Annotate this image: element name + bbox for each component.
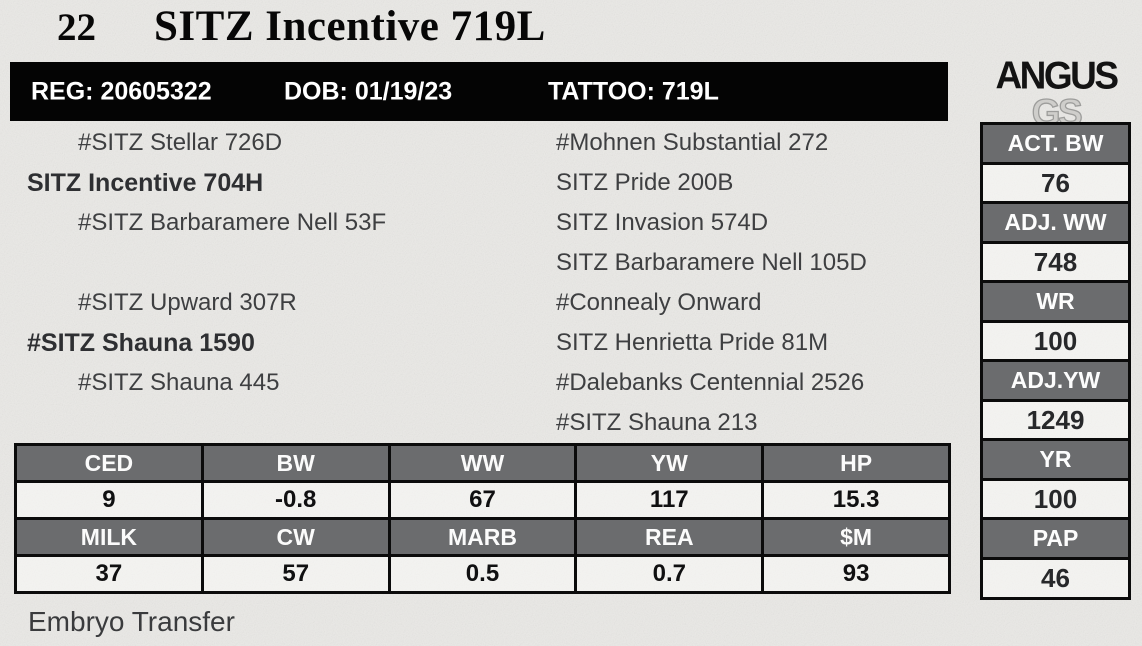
epd-header-cell: MILK: [14, 517, 204, 557]
epd-header-cell: CW: [200, 517, 391, 557]
epd-header-cell: BW: [200, 443, 391, 483]
stat-value: 748: [980, 240, 1131, 284]
sire-name: SITZ Incentive 704H: [27, 168, 264, 197]
epd-header-cell: $M: [761, 517, 951, 557]
epd-header-cell: CED: [14, 443, 204, 483]
ancestor-name: #Dalebanks Centennial 2526: [556, 369, 865, 396]
epd-value-cell: 67: [387, 480, 578, 520]
pedigree-row: SITZ Barbaramere Nell 105D: [0, 243, 952, 283]
epd-header-cell: REA: [574, 517, 765, 557]
logo-wordmark: ANGUSGS: [980, 54, 1132, 131]
footnote-embryo-transfer: Embryo Transfer: [28, 606, 235, 637]
lot-header: 22 SITZ Incentive 719L: [57, 2, 546, 58]
grandsire-name: #SITZ Stellar 726D: [78, 129, 283, 156]
logo-angus-text: ANGUS: [995, 54, 1119, 97]
stat-value: 46: [980, 556, 1131, 600]
ancestor-name: SITZ Henrietta Pride 81M: [556, 329, 829, 356]
stat-label: ADJ.YW: [980, 359, 1131, 402]
ancestor-name: #Connealy Onward: [556, 289, 762, 316]
dam-name: #SITZ Shauna 1590: [27, 328, 255, 357]
ancestor-name: SITZ Barbaramere Nell 105D: [556, 249, 867, 276]
tattoo-field: TATTOO: 719L: [548, 77, 719, 105]
epd-value-cell: 57: [200, 554, 391, 594]
registration-bar: REG: 20605322 DOB: 01/19/23 TATTOO: 719L: [10, 62, 948, 121]
pedigree-row: SITZ Incentive 704H SITZ Pride 200B: [0, 163, 952, 203]
stat-label: ACT. BW: [980, 122, 1131, 165]
animal-name: SITZ Incentive 719L: [154, 3, 546, 50]
pedigree-row: #SITZ Barbaramere Nell 53F SITZ Invasion…: [0, 203, 952, 243]
granddam-name: #SITZ Shauna 445: [78, 369, 280, 396]
epd-value-cell: 15.3: [761, 480, 951, 520]
epd-value-row: 9 -0.8 67 117 15.3: [14, 480, 951, 520]
stat-label: YR: [980, 438, 1131, 481]
pedigree-row: #SITZ Shauna 213: [0, 403, 952, 443]
pedigree-row: #SITZ Shauna 445 #Dalebanks Centennial 2…: [0, 363, 952, 403]
ancestor-name: SITZ Invasion 574D: [556, 209, 769, 236]
epd-header-cell: MARB: [387, 517, 578, 557]
epd-table: CED BW WW YW HP 9 -0.8 67 117 15.3 MILK …: [14, 443, 951, 594]
epd-value-cell: 117: [574, 480, 765, 520]
lot-number: 22: [57, 6, 96, 49]
epd-header-cell: HP: [761, 443, 951, 483]
dob-field: DOB: 01/19/23: [284, 77, 453, 105]
epd-header-row: MILK CW MARB REA $M: [14, 517, 951, 557]
ancestor-name: #SITZ Shauna 213: [556, 409, 758, 436]
stat-value: 1249: [980, 398, 1131, 442]
granddam-name: #SITZ Barbaramere Nell 53F: [78, 209, 387, 236]
sidebar-stats: ACT. BW 76 ADJ. WW 748 WR 100 ADJ.YW 124…: [980, 122, 1131, 600]
grandsire-name: #SITZ Upward 307R: [78, 289, 297, 316]
pedigree-row: #SITZ Upward 307R #Connealy Onward: [0, 283, 952, 323]
pedigree-row: #SITZ Stellar 726D #Mohnen Substantial 2…: [0, 123, 952, 163]
epd-value-cell: 9: [14, 480, 204, 520]
pedigree-row: #SITZ Shauna 1590 SITZ Henrietta Pride 8…: [0, 323, 952, 363]
ancestor-name: #Mohnen Substantial 272: [556, 129, 829, 156]
epd-value-cell: 37: [14, 554, 204, 594]
reg-field: REG: 20605322: [31, 77, 212, 105]
stat-label: ADJ. WW: [980, 201, 1131, 244]
ancestor-name: SITZ Pride 200B: [556, 169, 734, 196]
stat-value: 100: [980, 319, 1131, 363]
stat-label: WR: [980, 280, 1131, 323]
epd-value-cell: 0.5: [387, 554, 578, 594]
epd-value-cell: -0.8: [200, 480, 391, 520]
epd-header-cell: WW: [387, 443, 578, 483]
stat-value: 100: [980, 477, 1131, 521]
epd-value-cell: 0.7: [574, 554, 765, 594]
pedigree: #SITZ Stellar 726D #Mohnen Substantial 2…: [0, 123, 952, 443]
stat-value: 76: [980, 161, 1131, 205]
epd-value-row: 37 57 0.5 0.7 93: [14, 554, 951, 594]
epd-header-cell: YW: [574, 443, 765, 483]
stat-label: PAP: [980, 517, 1131, 560]
epd-header-row: CED BW WW YW HP: [14, 443, 951, 483]
epd-value-cell: 93: [761, 554, 951, 594]
